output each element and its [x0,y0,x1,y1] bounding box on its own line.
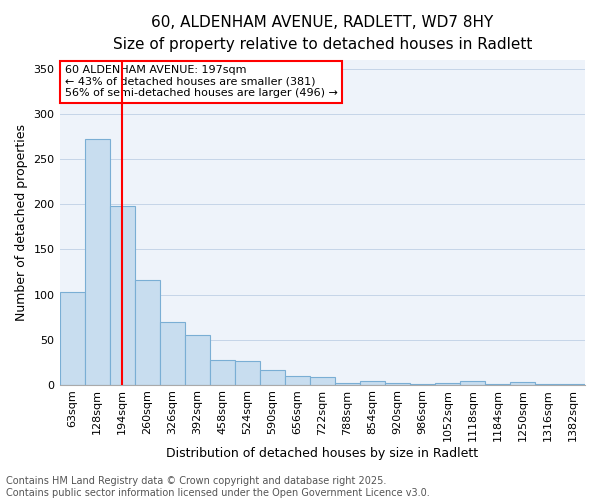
Title: 60, ALDENHAM AVENUE, RADLETT, WD7 8HY
Size of property relative to detached hous: 60, ALDENHAM AVENUE, RADLETT, WD7 8HY Si… [113,15,532,52]
Text: 60 ALDENHAM AVENUE: 197sqm
← 43% of detached houses are smaller (381)
56% of sem: 60 ALDENHAM AVENUE: 197sqm ← 43% of deta… [65,65,338,98]
Bar [59,292,85,384]
Y-axis label: Number of detached properties: Number of detached properties [15,124,28,321]
Bar [134,280,160,384]
Bar [209,360,235,384]
Bar [160,322,185,384]
Bar [310,378,335,384]
Bar [360,381,385,384]
Bar [235,361,260,384]
Bar [185,335,209,384]
Bar [285,376,310,384]
X-axis label: Distribution of detached houses by size in Radlett: Distribution of detached houses by size … [166,447,478,460]
Text: Contains HM Land Registry data © Crown copyright and database right 2025.
Contai: Contains HM Land Registry data © Crown c… [6,476,430,498]
Bar [435,383,460,384]
Bar [335,383,360,384]
Bar [85,138,110,384]
Bar [385,383,410,384]
Bar [260,370,285,384]
Bar [460,381,485,384]
Bar [110,206,134,384]
Bar [510,382,535,384]
